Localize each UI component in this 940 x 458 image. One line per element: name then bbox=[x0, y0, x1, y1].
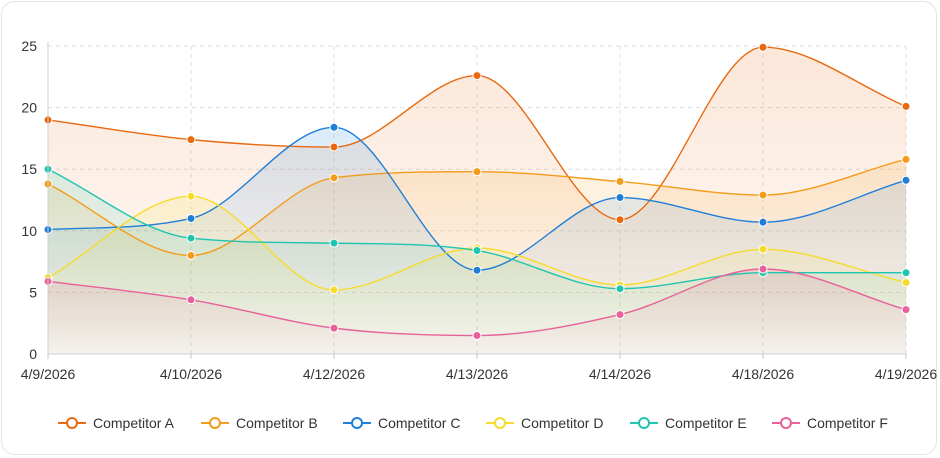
x-tick-label: 4/18/2026 bbox=[732, 366, 794, 382]
series-6-point-4[interactable] bbox=[472, 331, 482, 341]
series-areas bbox=[48, 47, 906, 354]
legend-marker-icon bbox=[58, 417, 86, 429]
y-tick-label: 0 bbox=[29, 346, 37, 362]
series-5-point-7[interactable] bbox=[901, 268, 911, 278]
x-axis: 4/9/2026 4/10/2026 4/12/2026 4/13/2026 4/14/… bbox=[21, 353, 937, 382]
series-2-point-4[interactable] bbox=[472, 167, 482, 177]
legend-item-5[interactable]: Competitor E bbox=[630, 408, 747, 438]
series-2-point-6[interactable] bbox=[758, 190, 768, 200]
series-6-point-7[interactable] bbox=[901, 305, 911, 315]
series-5-point-2[interactable] bbox=[186, 233, 196, 243]
legend-item-3[interactable]: Competitor C bbox=[343, 408, 460, 438]
series-1-point-2[interactable] bbox=[186, 135, 196, 145]
legend-item-6[interactable]: Competitor F bbox=[772, 408, 888, 438]
series-4-point-3[interactable] bbox=[329, 285, 339, 295]
legend-label: Competitor D bbox=[521, 415, 604, 431]
series-4-point-7[interactable] bbox=[901, 278, 911, 288]
series-1-point-6[interactable] bbox=[758, 42, 768, 52]
series-3-point-6[interactable] bbox=[758, 217, 768, 227]
y-tick-label: 25 bbox=[21, 38, 37, 54]
series-3-point-3[interactable] bbox=[329, 122, 339, 132]
y-tick-label: 5 bbox=[29, 284, 37, 300]
series-2-point-3[interactable] bbox=[329, 173, 339, 183]
legend-item-2[interactable]: Competitor B bbox=[201, 408, 318, 438]
series-6-point-3[interactable] bbox=[329, 323, 339, 333]
x-tick-label: 4/13/2026 bbox=[446, 366, 508, 382]
series-2-point-7[interactable] bbox=[901, 154, 911, 164]
legend-label: Competitor F bbox=[807, 415, 888, 431]
series-2-point-5[interactable] bbox=[615, 177, 625, 187]
series-1-point-7[interactable] bbox=[901, 101, 911, 111]
y-tick-label: 15 bbox=[21, 161, 37, 177]
series-3-point-4[interactable] bbox=[472, 265, 482, 275]
y-axis: 0 5 10 15 20 25 bbox=[21, 38, 49, 362]
series-1-point-4[interactable] bbox=[472, 71, 482, 81]
x-tick-label: 4/19/2026 bbox=[875, 366, 937, 382]
series-4-point-2[interactable] bbox=[186, 191, 196, 201]
series-6-point-6[interactable] bbox=[758, 264, 768, 274]
legend-item-1[interactable]: Competitor A bbox=[58, 408, 174, 438]
x-tick-label: 4/14/2026 bbox=[589, 366, 651, 382]
legend: Competitor A Competitor B Competitor C Comp… bbox=[0, 408, 940, 438]
series-6-point-2[interactable] bbox=[186, 295, 196, 305]
series-3-point-2[interactable] bbox=[186, 213, 196, 223]
y-tick-label: 10 bbox=[21, 223, 37, 239]
legend-item-4[interactable]: Competitor D bbox=[486, 408, 603, 438]
legend-label: Competitor E bbox=[665, 415, 747, 431]
x-tick-label: 4/9/2026 bbox=[21, 366, 76, 382]
legend-marker-icon bbox=[772, 417, 800, 429]
y-tick-label: 20 bbox=[21, 100, 37, 116]
series-4-point-6[interactable] bbox=[758, 244, 768, 254]
series-3-point-7[interactable] bbox=[901, 175, 911, 185]
legend-marker-icon bbox=[201, 417, 229, 429]
x-tick-label: 4/10/2026 bbox=[160, 366, 222, 382]
legend-label: Competitor B bbox=[236, 415, 318, 431]
series-5-point-4[interactable] bbox=[472, 246, 482, 256]
legend-marker-icon bbox=[486, 417, 514, 429]
series-points bbox=[43, 42, 911, 341]
series-1-point-3[interactable] bbox=[329, 142, 339, 152]
legend-marker-icon bbox=[343, 417, 371, 429]
series-6-point-5[interactable] bbox=[615, 310, 625, 320]
series-1-point-5[interactable] bbox=[615, 215, 625, 225]
legend-label: Competitor A bbox=[93, 415, 174, 431]
legend-label: Competitor C bbox=[378, 415, 461, 431]
series-2-point-2[interactable] bbox=[186, 250, 196, 260]
series-5-point-5[interactable] bbox=[615, 284, 625, 294]
series-5-point-3[interactable] bbox=[329, 238, 339, 248]
series-3-point-5[interactable] bbox=[615, 193, 625, 203]
legend-marker-icon bbox=[630, 417, 658, 429]
series-6-area bbox=[48, 268, 906, 354]
x-tick-label: 4/12/2026 bbox=[303, 366, 365, 382]
